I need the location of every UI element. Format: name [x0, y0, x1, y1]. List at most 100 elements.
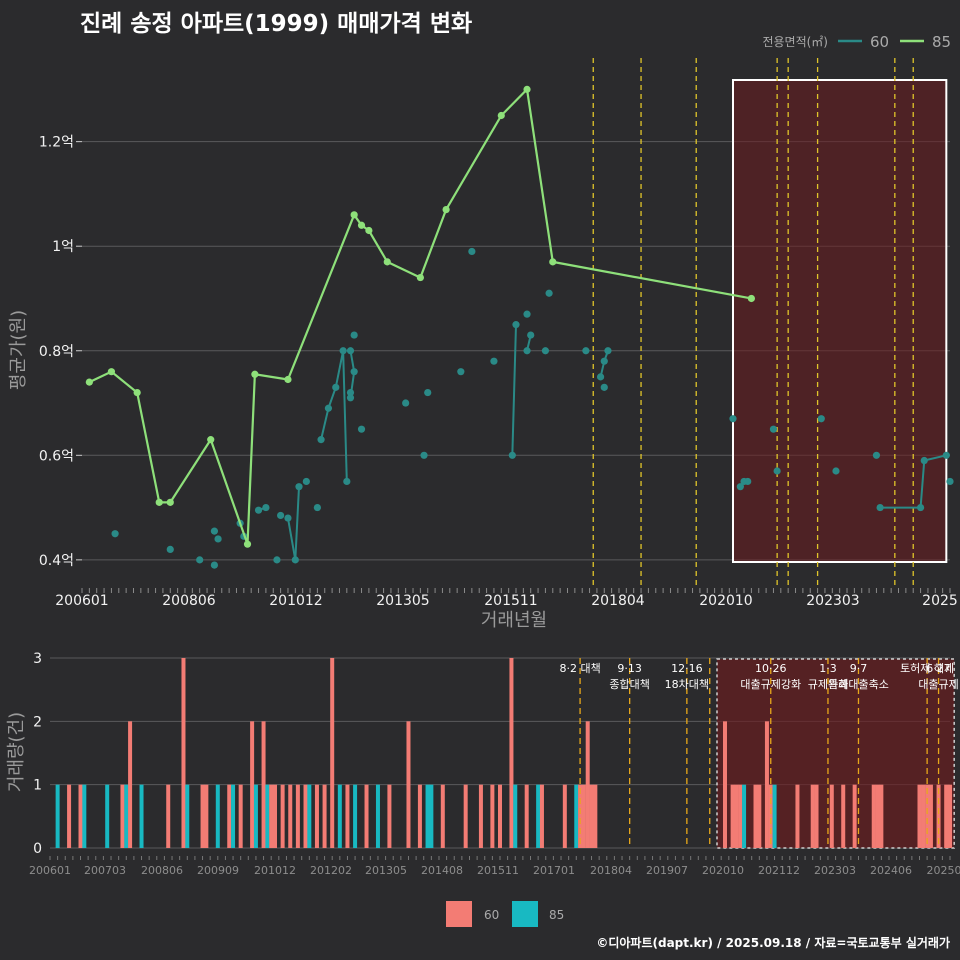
legend-box-85: [512, 901, 538, 927]
event-label: 9·7: [850, 662, 868, 675]
bar-60: [261, 721, 266, 848]
series-85-point: [365, 226, 373, 235]
y-tick-label: 1.2억: [39, 135, 74, 151]
bar-60: [181, 658, 186, 848]
bar-60: [734, 784, 739, 848]
bar-60: [417, 784, 422, 848]
top-y-ticks: 0.4억 0.6억 0.8억 1억 1.2억: [39, 135, 82, 569]
bar-60: [578, 784, 583, 848]
bar-60: [498, 784, 502, 848]
bottom-x-ticks: 200601 200703 200806 200909 201012 201202 2013…: [29, 856, 960, 877]
series-60-point: [527, 331, 535, 339]
series-60-point: [600, 383, 608, 391]
series-85-point: [549, 258, 557, 266]
series-60-point: [946, 477, 954, 486]
event-label: 12·16: [671, 662, 703, 675]
series-60-point: [284, 514, 292, 522]
series-60-point: [291, 556, 299, 564]
bottom-event-lines: [579, 658, 940, 848]
y-tick-label: 0.4억: [39, 553, 74, 569]
bar-60: [944, 784, 949, 848]
series-60-point: [523, 310, 531, 318]
bar-85: [253, 784, 258, 848]
series-85-point: [357, 221, 366, 229]
bar-60: [128, 721, 133, 848]
bottom-y-ticks: 0 1 2 3: [33, 651, 42, 857]
legend-box-60: [446, 901, 472, 927]
top-highlight-box: [732, 79, 948, 563]
bar-85: [215, 784, 220, 848]
bar-60: [581, 784, 586, 848]
bar-60: [921, 784, 926, 848]
x-tick-label: 200601: [55, 593, 108, 609]
event-label: 10·26: [755, 662, 787, 675]
bar-60: [250, 721, 255, 848]
series-60-point: [350, 331, 358, 339]
chart-title: 진례 송정 아파트(1999) 매매가격 변화: [80, 11, 473, 37]
bar-85: [574, 784, 579, 848]
bar-85: [139, 784, 144, 848]
bar-y-tick-label: 3: [33, 651, 42, 667]
series-60-point: [295, 483, 303, 491]
bar-60: [917, 784, 922, 848]
series-85-point: [442, 206, 450, 214]
series-60-point: [596, 373, 605, 381]
series-60-point: [346, 388, 355, 397]
series-60-point: [339, 347, 347, 355]
bar-60: [524, 784, 529, 848]
bar-60: [280, 784, 285, 848]
series-60-segment: [924, 454, 947, 462]
series-60-point: [876, 503, 884, 512]
bar-y-tick-label: 1: [33, 778, 42, 794]
bar-x-tick-label: 201305: [365, 864, 407, 877]
series-60-point: [769, 425, 778, 433]
bar-60: [539, 784, 544, 848]
series-85-line: [88, 87, 752, 545]
series-60-point: [332, 383, 340, 391]
series-60-point: [357, 425, 366, 433]
series-60-point: [302, 477, 310, 486]
bottom-event-annotations: 8·2 대책 9·13 종합대책 12·16 18차대책 10·26 대출규제강화 1·3 규제…: [559, 661, 958, 691]
bar-60: [871, 784, 876, 848]
bar-60: [387, 784, 392, 848]
series-85-point: [383, 258, 391, 266]
series-60-point: [343, 477, 351, 486]
series-60-point: [346, 394, 355, 402]
bar-60: [120, 784, 125, 848]
bar-60: [928, 784, 933, 848]
series-60-point: [210, 527, 219, 535]
event-label: 6·27: [926, 662, 951, 675]
event-label: 8·2 대책: [559, 662, 600, 675]
series-60-point: [468, 247, 476, 256]
series-60-point: [111, 530, 119, 538]
series-85-point: [133, 388, 141, 397]
bar-60: [288, 784, 293, 848]
series-60-point: [920, 456, 928, 465]
bar-60: [757, 784, 762, 848]
series-60-point: [350, 368, 358, 376]
bar-60: [463, 784, 468, 848]
bar-60: [238, 784, 243, 848]
bar-x-tick-label: 201907: [646, 864, 688, 877]
bar-85: [536, 784, 541, 848]
bar-60: [314, 784, 319, 848]
series-60-point: [273, 556, 281, 564]
x-tick-label: 201012: [269, 593, 322, 609]
series-85-point: [155, 498, 163, 506]
bar-60: [753, 784, 758, 848]
series-60-point: [942, 451, 950, 459]
series-60-point: [773, 467, 781, 475]
y-tick-label: 0.6억: [39, 448, 74, 464]
bar-85: [55, 784, 60, 848]
bar-y-tick-label: 2: [33, 714, 42, 730]
bar-85: [185, 784, 190, 848]
x-tick-label: 200806: [162, 593, 216, 609]
bar-60: [78, 784, 83, 848]
series-60-point: [214, 535, 222, 543]
bar-85: [265, 784, 270, 848]
bar-60: [322, 784, 327, 848]
bar-85: [307, 784, 312, 848]
bar-60: [204, 784, 209, 848]
event-label: 1·3: [819, 662, 837, 675]
bar-60: [406, 721, 411, 848]
